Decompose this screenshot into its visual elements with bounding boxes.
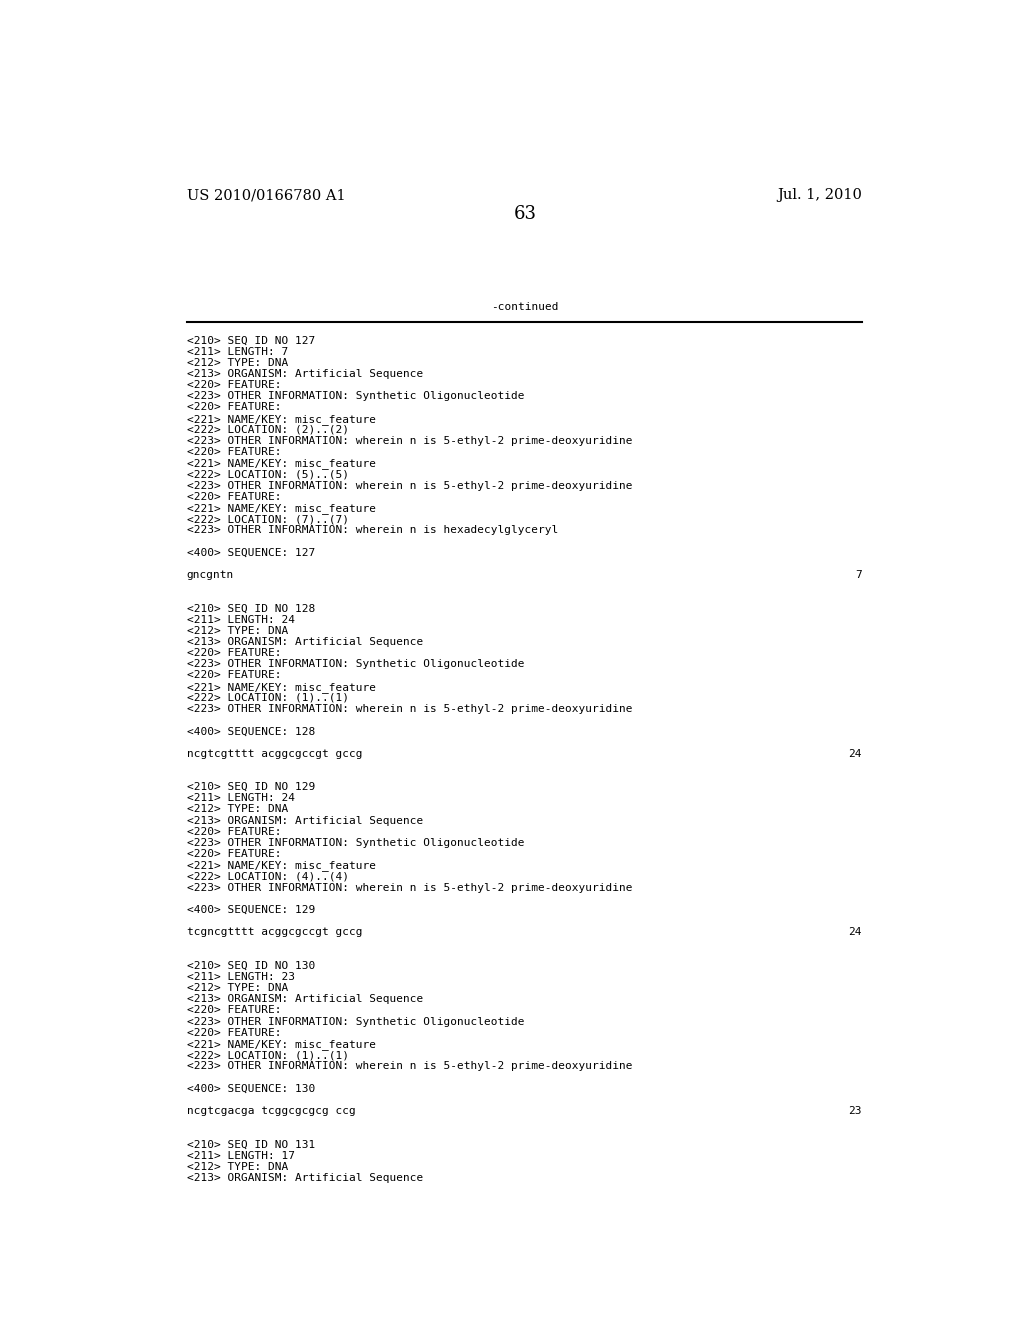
Text: <213> ORGANISM: Artificial Sequence: <213> ORGANISM: Artificial Sequence xyxy=(186,638,423,647)
Text: <213> ORGANISM: Artificial Sequence: <213> ORGANISM: Artificial Sequence xyxy=(186,994,423,1005)
Text: <221> NAME/KEY: misc_feature: <221> NAME/KEY: misc_feature xyxy=(186,861,376,871)
Text: <211> LENGTH: 17: <211> LENGTH: 17 xyxy=(186,1151,295,1160)
Text: 63: 63 xyxy=(513,205,537,223)
Text: <211> LENGTH: 24: <211> LENGTH: 24 xyxy=(186,793,295,804)
Text: Jul. 1, 2010: Jul. 1, 2010 xyxy=(777,189,862,202)
Text: <222> LOCATION: (5)..(5): <222> LOCATION: (5)..(5) xyxy=(186,470,349,479)
Text: <222> LOCATION: (1)..(1): <222> LOCATION: (1)..(1) xyxy=(186,693,349,702)
Text: <210> SEQ ID NO 127: <210> SEQ ID NO 127 xyxy=(186,335,315,346)
Text: <211> LENGTH: 24: <211> LENGTH: 24 xyxy=(186,615,295,624)
Text: <222> LOCATION: (7)..(7): <222> LOCATION: (7)..(7) xyxy=(186,515,349,524)
Text: <222> LOCATION: (2)..(2): <222> LOCATION: (2)..(2) xyxy=(186,425,349,434)
Text: <223> OTHER INFORMATION: wherein n is 5-ethyl-2 prime-deoxyuridine: <223> OTHER INFORMATION: wherein n is 5-… xyxy=(186,883,632,892)
Text: 23: 23 xyxy=(849,1106,862,1115)
Text: <220> FEATURE:: <220> FEATURE: xyxy=(186,1028,282,1038)
Text: tcgncgtttt acggcgccgt gccg: tcgncgtttt acggcgccgt gccg xyxy=(186,927,362,937)
Text: <221> NAME/KEY: misc_feature: <221> NAME/KEY: misc_feature xyxy=(186,503,376,513)
Text: ncgtcgacga tcggcgcgcg ccg: ncgtcgacga tcggcgcgcg ccg xyxy=(186,1106,355,1115)
Text: <220> FEATURE:: <220> FEATURE: xyxy=(186,447,282,457)
Text: <210> SEQ ID NO 131: <210> SEQ ID NO 131 xyxy=(186,1139,315,1150)
Text: <220> FEATURE:: <220> FEATURE: xyxy=(186,849,282,859)
Text: <213> ORGANISM: Artificial Sequence: <213> ORGANISM: Artificial Sequence xyxy=(186,816,423,825)
Text: <400> SEQUENCE: 127: <400> SEQUENCE: 127 xyxy=(186,548,315,557)
Text: <221> NAME/KEY: misc_feature: <221> NAME/KEY: misc_feature xyxy=(186,458,376,469)
Text: <221> NAME/KEY: misc_feature: <221> NAME/KEY: misc_feature xyxy=(186,1039,376,1049)
Text: gncgntn: gncgntn xyxy=(186,570,234,579)
Text: US 2010/0166780 A1: US 2010/0166780 A1 xyxy=(186,189,345,202)
Text: <212> TYPE: DNA: <212> TYPE: DNA xyxy=(186,804,288,814)
Text: <223> OTHER INFORMATION: Synthetic Oligonucleotide: <223> OTHER INFORMATION: Synthetic Oligo… xyxy=(186,1016,524,1027)
Text: <212> TYPE: DNA: <212> TYPE: DNA xyxy=(186,1162,288,1172)
Text: <212> TYPE: DNA: <212> TYPE: DNA xyxy=(186,358,288,368)
Text: <220> FEATURE:: <220> FEATURE: xyxy=(186,671,282,680)
Text: -continued: -continued xyxy=(492,302,558,312)
Text: <400> SEQUENCE: 129: <400> SEQUENCE: 129 xyxy=(186,906,315,915)
Text: <400> SEQUENCE: 130: <400> SEQUENCE: 130 xyxy=(186,1084,315,1093)
Text: <223> OTHER INFORMATION: wherein n is 5-ethyl-2 prime-deoxyuridine: <223> OTHER INFORMATION: wherein n is 5-… xyxy=(186,1061,632,1072)
Text: <220> FEATURE:: <220> FEATURE: xyxy=(186,648,282,659)
Text: <220> FEATURE:: <220> FEATURE: xyxy=(186,826,282,837)
Text: <223> OTHER INFORMATION: Synthetic Oligonucleotide: <223> OTHER INFORMATION: Synthetic Oligo… xyxy=(186,838,524,847)
Text: <212> TYPE: DNA: <212> TYPE: DNA xyxy=(186,983,288,993)
Text: <400> SEQUENCE: 128: <400> SEQUENCE: 128 xyxy=(186,726,315,737)
Text: <223> OTHER INFORMATION: Synthetic Oligonucleotide: <223> OTHER INFORMATION: Synthetic Oligo… xyxy=(186,391,524,401)
Text: <212> TYPE: DNA: <212> TYPE: DNA xyxy=(186,626,288,636)
Text: <210> SEQ ID NO 130: <210> SEQ ID NO 130 xyxy=(186,961,315,970)
Text: <221> NAME/KEY: misc_feature: <221> NAME/KEY: misc_feature xyxy=(186,681,376,693)
Text: <222> LOCATION: (1)..(1): <222> LOCATION: (1)..(1) xyxy=(186,1051,349,1060)
Text: <213> ORGANISM: Artificial Sequence: <213> ORGANISM: Artificial Sequence xyxy=(186,1173,423,1183)
Text: <223> OTHER INFORMATION: wherein n is 5-ethyl-2 prime-deoxyuridine: <223> OTHER INFORMATION: wherein n is 5-… xyxy=(186,436,632,446)
Text: 24: 24 xyxy=(849,748,862,759)
Text: <210> SEQ ID NO 129: <210> SEQ ID NO 129 xyxy=(186,781,315,792)
Text: <223> OTHER INFORMATION: wherein n is hexadecylglyceryl: <223> OTHER INFORMATION: wherein n is he… xyxy=(186,525,558,536)
Text: <220> FEATURE:: <220> FEATURE: xyxy=(186,380,282,391)
Text: <211> LENGTH: 23: <211> LENGTH: 23 xyxy=(186,972,295,982)
Text: <220> FEATURE:: <220> FEATURE: xyxy=(186,492,282,502)
Text: 24: 24 xyxy=(849,927,862,937)
Text: <221> NAME/KEY: misc_feature: <221> NAME/KEY: misc_feature xyxy=(186,413,376,425)
Text: 7: 7 xyxy=(855,570,862,579)
Text: <223> OTHER INFORMATION: wherein n is 5-ethyl-2 prime-deoxyuridine: <223> OTHER INFORMATION: wherein n is 5-… xyxy=(186,480,632,491)
Text: <213> ORGANISM: Artificial Sequence: <213> ORGANISM: Artificial Sequence xyxy=(186,370,423,379)
Text: <223> OTHER INFORMATION: wherein n is 5-ethyl-2 prime-deoxyuridine: <223> OTHER INFORMATION: wherein n is 5-… xyxy=(186,704,632,714)
Text: <220> FEATURE:: <220> FEATURE: xyxy=(186,1006,282,1015)
Text: <210> SEQ ID NO 128: <210> SEQ ID NO 128 xyxy=(186,603,315,614)
Text: <222> LOCATION: (4)..(4): <222> LOCATION: (4)..(4) xyxy=(186,871,349,882)
Text: <220> FEATURE:: <220> FEATURE: xyxy=(186,403,282,412)
Text: <223> OTHER INFORMATION: Synthetic Oligonucleotide: <223> OTHER INFORMATION: Synthetic Oligo… xyxy=(186,659,524,669)
Text: <211> LENGTH: 7: <211> LENGTH: 7 xyxy=(186,347,288,356)
Text: ncgtcgtttt acggcgccgt gccg: ncgtcgtttt acggcgccgt gccg xyxy=(186,748,362,759)
